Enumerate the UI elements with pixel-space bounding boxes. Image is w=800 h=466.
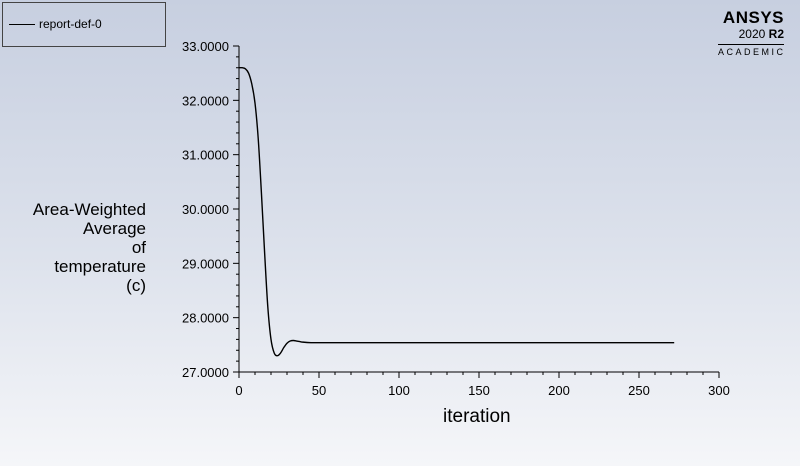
y-tick-label: 28.0000 (182, 311, 229, 326)
x-tick-label: 100 (388, 383, 410, 398)
y-tick-label: 32.0000 (182, 93, 229, 108)
x-tick-label: 0 (235, 383, 242, 398)
chart-axes (238, 46, 719, 373)
y-axis-label-line: Area-Weighted (32, 200, 146, 219)
y-tick-label: 30.0000 (182, 202, 229, 217)
legend: report-def-0 (2, 2, 166, 47)
logo-edition: ACADEMIC (718, 47, 786, 57)
legend-line-swatch (9, 24, 35, 25)
y-axis-label: Area-Weighted Average of temperature (c) (4, 200, 146, 295)
y-axis-label-line: Average (82, 219, 146, 238)
chart-ticks: 27.0000 28.0000 29.0000 30.0000 31.0000 32.00… (182, 39, 730, 398)
y-axis-label-line: (c) (126, 276, 146, 295)
x-tick-label: 300 (708, 383, 730, 398)
series-line-report-def-0 (238, 66, 675, 357)
y-tick-label: 27.0000 (182, 365, 229, 380)
x-tick-label: 250 (628, 383, 650, 398)
logo-divider (718, 44, 784, 45)
logo-version-release: R2 (768, 27, 784, 41)
y-axis-label-line: of (131, 238, 146, 257)
logo-version-year: 2020 (738, 27, 766, 41)
x-tick-label: 50 (312, 383, 326, 398)
y-tick-label: 29.0000 (182, 256, 229, 271)
y-axis-label-line: temperature (54, 257, 146, 276)
y-tick-label: 31.0000 (182, 148, 229, 163)
y-tick-label: 33.0000 (182, 39, 229, 54)
x-axis-label: iteration (443, 406, 511, 427)
x-tick-label: 200 (548, 383, 570, 398)
chart-series (238, 66, 675, 357)
x-tick-label: 150 (468, 383, 490, 398)
logo-name: ANSYS (722, 8, 784, 27)
logo-version: 2020 R2 (718, 27, 784, 41)
ansys-logo: ANSYS 2020 R2 ACADEMIC (718, 9, 784, 58)
legend-entry-label: report-def-0 (39, 17, 102, 31)
